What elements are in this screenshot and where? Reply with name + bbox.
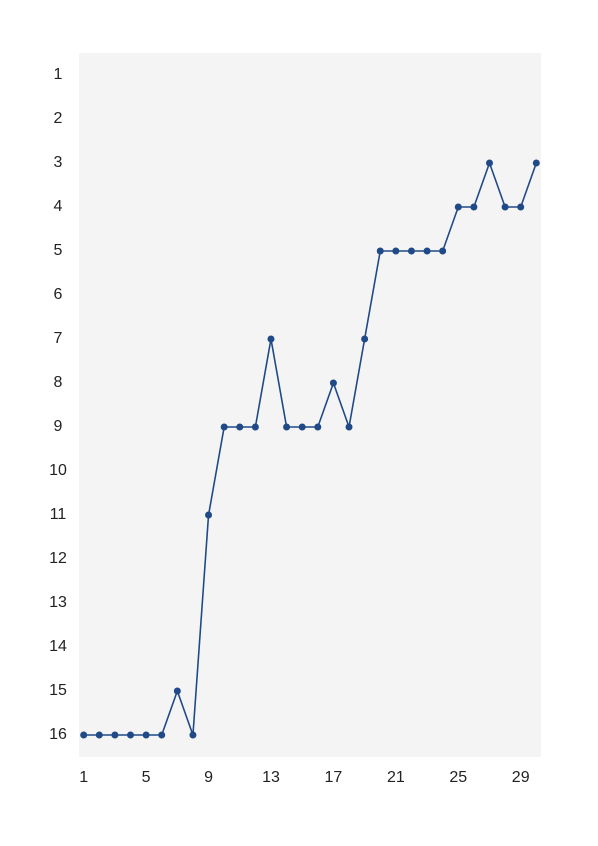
y-tick-label: 10 bbox=[49, 462, 67, 479]
point bbox=[532, 159, 540, 167]
x-tick-label: 21 bbox=[387, 769, 405, 786]
y-tick-label: 15 bbox=[49, 682, 67, 699]
point bbox=[236, 423, 244, 431]
point bbox=[454, 203, 462, 211]
x-tick-label: 13 bbox=[262, 769, 280, 786]
point bbox=[142, 731, 150, 739]
x-tick-label: 25 bbox=[449, 769, 467, 786]
x-tick-label: 5 bbox=[142, 769, 151, 786]
x-tick-label: 9 bbox=[204, 769, 213, 786]
plot-area bbox=[79, 53, 541, 757]
x-tick-label: 17 bbox=[325, 769, 343, 786]
x-tick-label: 1 bbox=[79, 769, 88, 786]
point bbox=[95, 731, 103, 739]
point bbox=[205, 511, 213, 519]
y-tick-label: 16 bbox=[49, 726, 67, 743]
point bbox=[407, 247, 415, 255]
y-tick-label: 11 bbox=[50, 506, 67, 523]
y-tick-label: 9 bbox=[54, 418, 63, 435]
point bbox=[111, 731, 119, 739]
point bbox=[80, 731, 88, 739]
point bbox=[361, 335, 369, 343]
point bbox=[220, 423, 228, 431]
y-tick-label: 6 bbox=[54, 286, 63, 303]
point bbox=[314, 423, 322, 431]
point bbox=[298, 423, 306, 431]
point bbox=[485, 159, 493, 167]
y-tick-label: 4 bbox=[54, 198, 63, 215]
point bbox=[251, 423, 259, 431]
point bbox=[158, 731, 166, 739]
point bbox=[283, 423, 291, 431]
point bbox=[189, 731, 197, 739]
point bbox=[439, 247, 447, 255]
point bbox=[329, 379, 337, 387]
y-tick-label: 12 bbox=[49, 550, 67, 567]
point bbox=[173, 687, 181, 695]
point bbox=[127, 731, 135, 739]
y-tick-label: 7 bbox=[54, 330, 63, 347]
point bbox=[345, 423, 353, 431]
y-tick-label: 13 bbox=[49, 594, 67, 611]
point bbox=[423, 247, 431, 255]
y-tick-label: 5 bbox=[54, 242, 63, 259]
y-tick-label: 2 bbox=[54, 110, 63, 127]
point bbox=[517, 203, 525, 211]
y-tick-label: 1 bbox=[54, 66, 63, 83]
point bbox=[267, 335, 275, 343]
point bbox=[501, 203, 509, 211]
y-tick-label: 14 bbox=[49, 638, 67, 655]
point bbox=[376, 247, 384, 255]
y-tick-label: 3 bbox=[54, 154, 63, 171]
point bbox=[470, 203, 478, 211]
y-tick-label: 8 bbox=[54, 374, 63, 391]
x-tick-label: 29 bbox=[512, 769, 530, 786]
point bbox=[392, 247, 400, 255]
